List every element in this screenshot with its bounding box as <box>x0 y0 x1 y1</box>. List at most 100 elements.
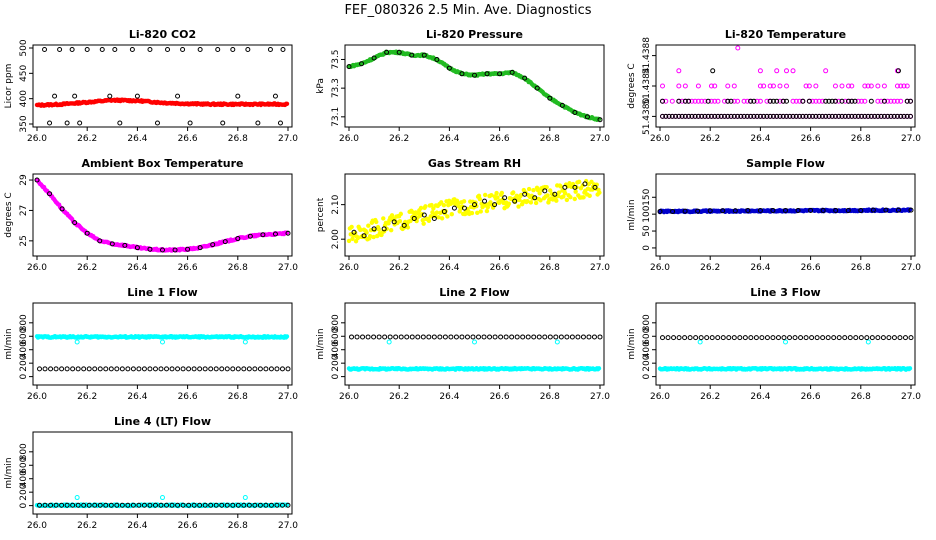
series-magenta-0-point <box>774 68 780 74</box>
y-tick-label: 73.1 <box>331 107 341 127</box>
series-black-2-point <box>415 334 421 340</box>
series-black-1-point <box>154 120 160 126</box>
series-magenta-0-point <box>898 83 904 89</box>
series-black-1-point <box>245 47 251 53</box>
series-black-2-point <box>731 335 737 341</box>
series-black-1-point <box>134 93 140 99</box>
series-black-1-point <box>806 98 812 104</box>
panel-8-frame <box>655 302 916 386</box>
y-tick-label: 2.10 <box>331 194 341 214</box>
series-yellow-0-point <box>568 194 573 200</box>
series-yellow-0-point <box>495 195 500 200</box>
series-black-1-point <box>738 113 744 119</box>
y-tick-label: 600 <box>19 327 29 344</box>
series-black-1-point <box>885 113 891 119</box>
series-black-1-point <box>676 98 682 104</box>
y-tick-label: 200 <box>331 354 341 371</box>
series-yellow-0-point <box>531 188 536 193</box>
series-magenta-0-point <box>790 68 796 74</box>
series-black-2-point <box>875 335 881 341</box>
panel-1: Li-820 Pressure 26.0 26.2 26.4 26.6 26.8 27.0 7… <box>316 28 610 144</box>
series-black-2-point <box>224 366 230 372</box>
series-black-2-point <box>820 335 826 341</box>
series-cyan-1-point <box>783 339 788 345</box>
series-black-1-point <box>708 113 714 119</box>
series-black-1-point <box>695 113 701 119</box>
series-black-2-point <box>130 366 136 372</box>
series-yellow-0-point <box>420 217 425 223</box>
series-black-2-point <box>164 366 170 372</box>
series-magenta-0-point <box>660 83 666 89</box>
series-black-1-point <box>829 113 835 119</box>
x-tick-label: 26.2 <box>389 134 409 144</box>
series-black-3-point <box>710 68 716 74</box>
y-tick-label: 73.3 <box>331 78 341 98</box>
series-black-1-point <box>165 47 171 53</box>
x-tick-label: 26.0 <box>650 263 670 273</box>
y-tick-label: 25 <box>19 235 29 246</box>
series-black-2-point <box>219 366 225 372</box>
series-black-2-point <box>147 366 153 372</box>
series-black-1-point <box>770 113 776 119</box>
series-black-2-point <box>520 334 526 340</box>
series-magenta-0-point <box>689 98 695 104</box>
series-yellow-0-point <box>349 224 354 230</box>
series-black-1-point <box>832 113 838 119</box>
series-black-1-point <box>808 207 814 213</box>
series-black-1-point <box>849 113 855 119</box>
series-yellow-0-point <box>556 190 562 195</box>
series-black-2-point <box>119 502 125 508</box>
series-black-1-point <box>670 208 676 214</box>
series-black-2-point <box>891 335 897 341</box>
series-black-1-point <box>803 113 809 119</box>
series-black-2-point <box>693 335 699 341</box>
series-black-2-point <box>792 335 798 341</box>
series-magenta-0-point <box>849 83 855 89</box>
series-black-1-point <box>42 47 48 53</box>
series-black-1-point <box>359 61 365 67</box>
series-yellow-0-point <box>475 210 480 216</box>
series-black-2-point <box>48 366 54 372</box>
series-black-2-point <box>531 334 537 340</box>
series-black-1-point <box>272 93 278 99</box>
series-black-1-point <box>676 113 682 119</box>
series-black-1-point <box>699 113 705 119</box>
panel-8-title: Line 3 Flow <box>750 286 820 299</box>
series-black-1-point <box>790 113 796 119</box>
series-black-2-point <box>660 335 666 341</box>
series-black-2-point <box>268 366 274 372</box>
y-tick-label: 200 <box>19 354 29 371</box>
y-tick-label: 800 <box>19 443 29 460</box>
series-black-1-point <box>901 113 907 119</box>
series-magenta-0-point <box>715 98 721 104</box>
series-black-1-point <box>482 198 488 204</box>
x-tick-label: 26.8 <box>540 392 560 402</box>
series-yellow-0-point <box>436 215 441 220</box>
series-yellow-0-point <box>439 200 444 205</box>
series-black-1-point <box>497 71 503 77</box>
series-black-1-point <box>679 113 685 119</box>
series-magenta-0-point <box>679 98 685 104</box>
series-black-1-point <box>280 47 286 53</box>
series-black-1-point <box>705 113 711 119</box>
series-black-2-point <box>687 335 693 341</box>
series-black-1-point <box>34 177 40 183</box>
series-black-2-point <box>553 334 559 340</box>
series-black-2-point <box>775 335 781 341</box>
series-yellow-0-point <box>431 206 436 211</box>
x-tick-label: 26.6 <box>490 263 510 273</box>
y-tick-label: 400 <box>19 470 29 487</box>
x-tick-label: 26.2 <box>77 521 97 531</box>
series-black-2-point <box>230 502 236 508</box>
series-yellow-0-point <box>494 190 499 196</box>
series-yellow-0-point <box>537 191 542 196</box>
x-tick-label: 26.2 <box>700 263 720 273</box>
series-black-2-point <box>720 335 726 341</box>
series-yellow-0-point <box>428 214 433 219</box>
series-black-2-point <box>252 366 258 372</box>
series-yellow-0-point <box>477 196 483 202</box>
series-magenta-0-point <box>770 83 776 89</box>
series-black-1-point <box>819 113 825 119</box>
series-black-2-point <box>103 502 109 508</box>
series-black-1-point <box>846 113 852 119</box>
